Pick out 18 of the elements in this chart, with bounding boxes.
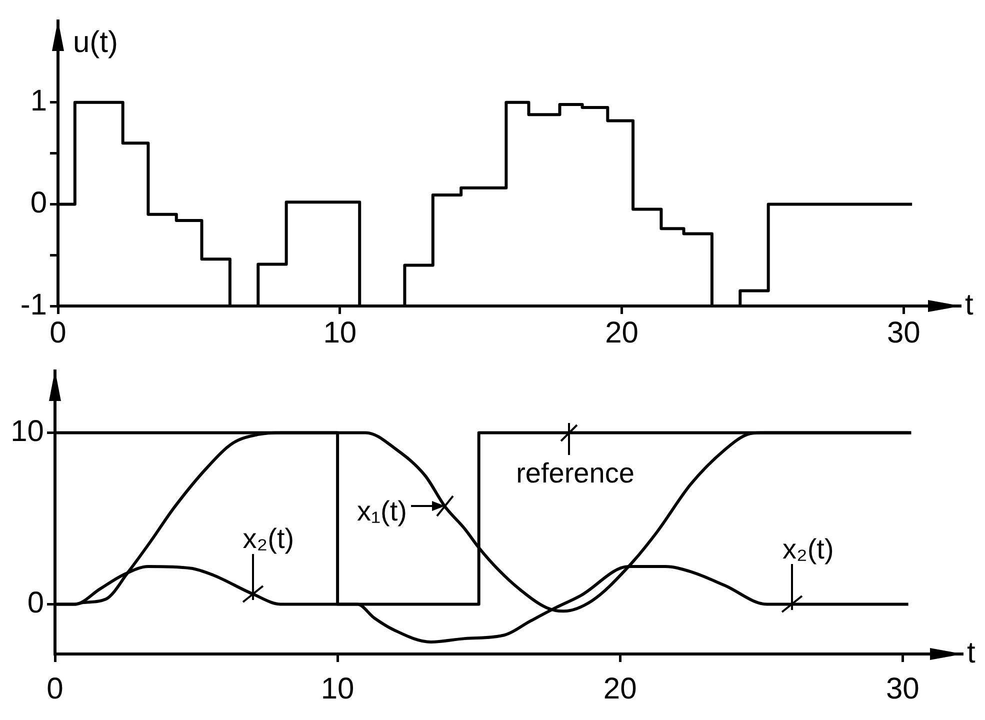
x-tick-label: 20 [603, 672, 637, 706]
x-tick-label: 20 [605, 316, 638, 350]
annotation: x₂(t) [242, 522, 294, 554]
annotation: reference [516, 458, 634, 489]
x-tick-label: 30 [886, 672, 920, 706]
x-tick-label: 10 [323, 316, 357, 350]
y-axis-title: u(t) [73, 26, 118, 59]
annotation: x₂(t) [782, 533, 834, 564]
annotation: x₁(t) [357, 495, 407, 526]
y-tick-label: -1 [20, 288, 47, 322]
x-axis-title: t [965, 288, 974, 322]
x-axis-title: t [967, 636, 976, 670]
y-tick-label: 10 [10, 415, 44, 448]
x-tick-label: 10 [320, 672, 354, 706]
y-tick-label: 1 [30, 84, 47, 118]
x-tick-label: 30 [886, 316, 920, 350]
y-tick-label: 0 [27, 586, 44, 620]
y-tick-label: 0 [30, 186, 47, 220]
